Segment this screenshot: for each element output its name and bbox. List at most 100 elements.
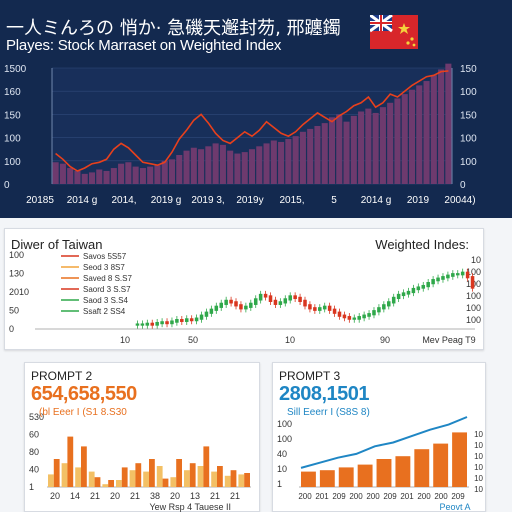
hero-x-label: 2014 g xyxy=(361,195,392,206)
candle-body xyxy=(263,293,268,298)
hero-bar xyxy=(161,160,168,184)
candle-body xyxy=(234,301,238,307)
hero-bar xyxy=(379,107,386,184)
candle-x-label: 50 xyxy=(188,335,198,345)
candle-body xyxy=(224,299,228,305)
hero-bar xyxy=(270,140,277,184)
hero-line xyxy=(55,70,449,172)
candlestick-panel: 100130201050010100100100100100Savos 5S57… xyxy=(4,228,484,350)
candle-x-label: 90 xyxy=(380,335,390,345)
candle-body xyxy=(357,316,361,320)
legend-entry: Ssaft 2 SS4 xyxy=(83,307,126,316)
prompt-2-bar-light xyxy=(48,474,54,487)
prompt-3-axis-right-label: 10 xyxy=(474,485,483,494)
prompt-2-bar-light xyxy=(116,480,122,487)
candle-body xyxy=(308,304,312,310)
prompt-2-x-label: 20 xyxy=(170,491,180,501)
hero-bar xyxy=(52,162,59,184)
candle-body xyxy=(244,305,248,310)
prompt-3-axis-right-label: 10 xyxy=(474,474,483,483)
prompt-3-bar xyxy=(301,471,316,487)
candle-body xyxy=(431,279,435,285)
candle-axis-right-label: 100 xyxy=(466,291,481,301)
candle-body xyxy=(189,318,194,322)
candle-body xyxy=(313,307,317,311)
prompt-2-bar-dark xyxy=(162,478,169,487)
candle-axis-left-label: 50 xyxy=(9,306,19,316)
candle-body xyxy=(391,296,396,304)
hero-axis-left-label: 0 xyxy=(4,180,10,191)
candle-body xyxy=(303,299,307,307)
hero-bar xyxy=(365,108,372,184)
candle-body xyxy=(145,322,150,326)
hero-x-label: 2019y xyxy=(236,195,263,206)
hero-axis-right-label: 100 xyxy=(460,87,477,98)
prompt-3-x-label: 201 xyxy=(400,492,414,501)
hero-axis-left-label: 100 xyxy=(4,157,21,168)
prompt-2-bar-dark xyxy=(217,466,223,487)
flag-icon xyxy=(370,15,418,49)
prompt-3-bar xyxy=(433,443,449,487)
hero-bar xyxy=(430,75,437,184)
hero-x-label: 2014 g xyxy=(67,195,98,206)
candle-body xyxy=(214,305,219,311)
candle-body xyxy=(396,293,401,300)
hero-x-label: 2015, xyxy=(279,195,304,206)
candle-body xyxy=(249,302,253,308)
legend-entry: Saod 3 S.S4 xyxy=(83,296,128,305)
prompt-3-axis-label: 100 xyxy=(277,434,292,444)
prompt-3-axis-right-label: 10 xyxy=(474,452,483,461)
prompt-2-bar-light xyxy=(184,470,190,487)
candle-body xyxy=(278,301,283,305)
hero-bar xyxy=(198,149,205,184)
candle-body xyxy=(347,316,352,320)
candle-body xyxy=(377,307,381,313)
candle-body xyxy=(337,311,342,317)
candle-axis-left-label: 0 xyxy=(9,324,14,334)
prompt-2-bar-light xyxy=(170,477,177,487)
hero-bar xyxy=(176,155,183,184)
prompt-2-x-label: 21 xyxy=(130,491,140,501)
candle-body xyxy=(367,313,371,317)
hero-axis-right-label: 150 xyxy=(460,110,477,121)
candle-body xyxy=(288,295,292,301)
candle-body xyxy=(401,292,406,297)
candle-axis-right-label: 100 xyxy=(466,315,481,325)
candle-x-label: Mev Peag T9 xyxy=(422,335,475,345)
hero-bar xyxy=(234,153,241,184)
prompt-3-axis-right-label: 10 xyxy=(474,430,483,439)
hero-axis-right-label: 150 xyxy=(460,64,477,75)
prompt-2-bar-light xyxy=(211,471,217,487)
prompt-2-x-label: 14 xyxy=(70,491,80,501)
hero-bar xyxy=(132,166,139,184)
hero-bar xyxy=(299,131,306,184)
hero-x-label: 2014, xyxy=(111,195,136,206)
hero-bar xyxy=(88,172,96,184)
hero-bar xyxy=(321,123,328,184)
hero-axis-right-label: 0 xyxy=(460,180,466,191)
hero-bar xyxy=(125,162,132,184)
candle-body xyxy=(175,319,179,323)
hero-bar xyxy=(219,144,226,184)
prompt-2-bar-light xyxy=(61,463,68,487)
candle-body xyxy=(327,305,332,311)
prompt-3-bar xyxy=(338,467,354,487)
candle-body xyxy=(372,310,376,316)
prompt-3-bar xyxy=(319,470,335,487)
prompt-2-footer: Yew Rsp 4 Tauese II xyxy=(149,502,231,512)
hero-bar xyxy=(416,85,423,184)
prompt-2-bar-light xyxy=(75,467,81,487)
hero-bar xyxy=(263,143,270,184)
prompt-2-bar-dark xyxy=(176,459,182,487)
prompt-2-x-label: 21 xyxy=(90,491,100,501)
hero-axis-right-label: 100 xyxy=(460,134,477,145)
candle-body xyxy=(441,276,445,280)
prompt-2-bar-dark xyxy=(203,446,210,487)
candle-body xyxy=(342,314,347,319)
prompt-3-axis-label: 100 xyxy=(277,419,292,429)
hero-axis-left-label: 1500 xyxy=(4,64,27,75)
hero-bar xyxy=(183,150,190,184)
prompt-2-axis-label: 1 xyxy=(29,482,34,492)
prompt-2-x-label: 13 xyxy=(190,491,200,501)
candle-body xyxy=(293,295,297,300)
